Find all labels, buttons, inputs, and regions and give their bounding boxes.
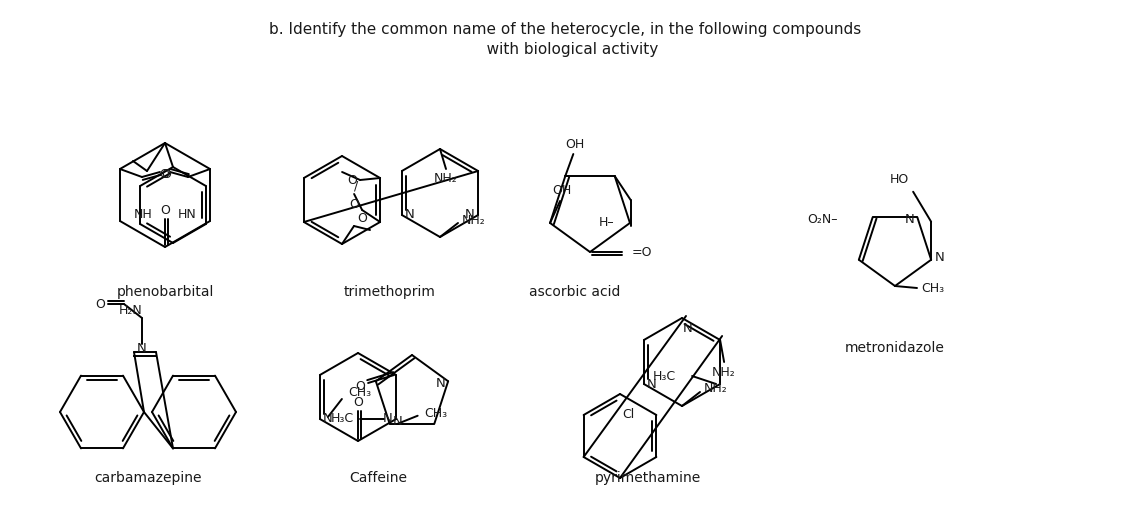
Text: O: O: [357, 212, 367, 225]
Text: O: O: [353, 396, 363, 410]
Text: O: O: [356, 380, 364, 394]
Text: HN: HN: [178, 209, 196, 221]
Text: metronidazole: metronidazole: [845, 341, 945, 355]
Text: HO: HO: [890, 173, 909, 186]
Text: NH₂: NH₂: [712, 365, 736, 378]
Text: N: N: [393, 415, 403, 428]
Text: pyrimethamine: pyrimethamine: [595, 471, 701, 485]
Text: O: O: [349, 197, 359, 211]
Text: H₃C: H₃C: [652, 370, 676, 383]
Text: O₂N–: O₂N–: [807, 213, 838, 226]
Text: N: N: [904, 213, 915, 226]
Text: O: O: [159, 168, 169, 180]
Text: trimethoprim: trimethoprim: [344, 285, 436, 299]
Text: O: O: [348, 173, 357, 187]
Text: N: N: [405, 209, 415, 221]
Text: N: N: [647, 378, 657, 390]
Text: OH: OH: [566, 137, 585, 151]
Text: b. Identify the common name of the heterocycle, in the following compounds: b. Identify the common name of the heter…: [269, 22, 861, 37]
Text: N: N: [934, 251, 944, 264]
Text: =O: =O: [632, 245, 652, 259]
Text: ascorbic acid: ascorbic acid: [530, 285, 621, 299]
Text: CH₃: CH₃: [424, 407, 448, 420]
Text: O: O: [160, 204, 170, 218]
Text: NH: NH: [134, 209, 153, 221]
Text: NH₂: NH₂: [462, 214, 486, 228]
Text: CH₃: CH₃: [921, 281, 945, 295]
Text: with biological activity: with biological activity: [471, 42, 658, 57]
Text: phenobarbital: phenobarbital: [116, 285, 214, 299]
Text: N: N: [137, 342, 147, 354]
Text: H–: H–: [598, 217, 614, 229]
Text: N: N: [683, 321, 693, 335]
Text: OH: OH: [552, 185, 572, 197]
Text: N: N: [466, 209, 475, 221]
Text: Cl: Cl: [622, 409, 634, 421]
Text: N: N: [323, 412, 333, 426]
Text: O: O: [94, 297, 105, 311]
Text: N: N: [384, 412, 393, 426]
Text: O: O: [161, 168, 171, 180]
Text: NH₂: NH₂: [434, 172, 458, 186]
Text: CH₃: CH₃: [349, 387, 371, 400]
Text: H₂N: H₂N: [118, 303, 142, 317]
Text: NH₂: NH₂: [704, 381, 728, 395]
Text: carbamazepine: carbamazepine: [94, 471, 201, 485]
Text: /: /: [354, 179, 358, 193]
Text: H₃C: H₃C: [331, 412, 354, 426]
Text: Caffeine: Caffeine: [349, 471, 407, 485]
Text: N: N: [435, 377, 446, 390]
